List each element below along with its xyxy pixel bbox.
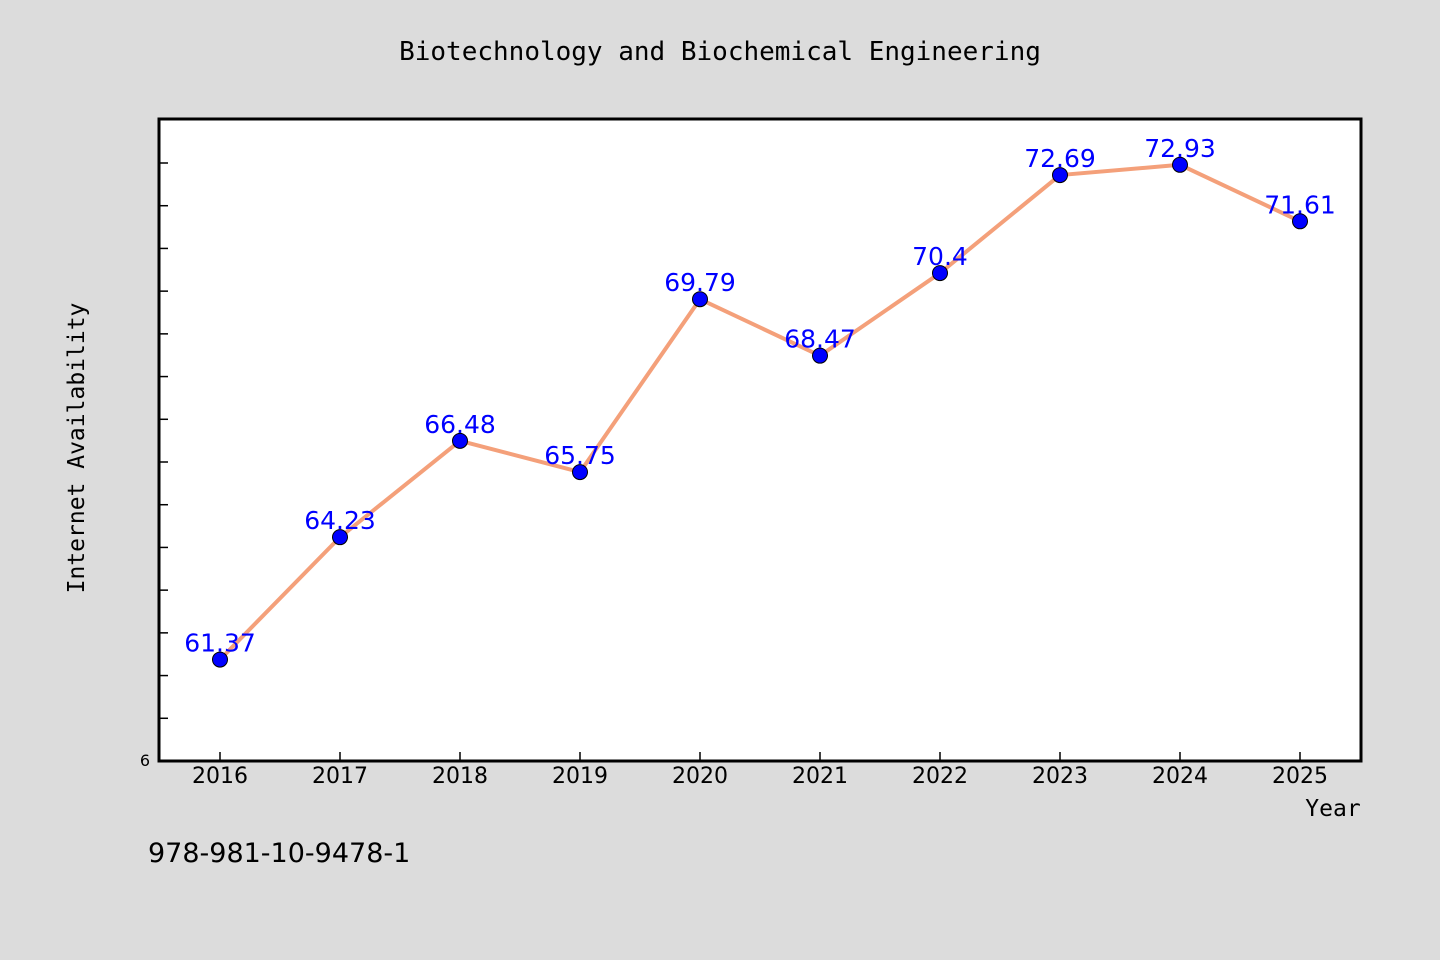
plot-area <box>159 119 1361 761</box>
data-label: 69.79 <box>664 268 736 297</box>
data-point <box>452 432 468 449</box>
data-label: 68.47 <box>784 325 856 354</box>
plot-frame <box>157 117 1363 763</box>
x-tick-label: 2023 <box>1032 764 1088 789</box>
x-tick-label: 2017 <box>312 764 368 789</box>
data-point <box>932 265 948 282</box>
isbn-text: 978-981-10-9478-1 <box>148 838 410 869</box>
data-point <box>692 291 708 308</box>
x-tick-label: 2018 <box>432 764 488 789</box>
x-tick-label: 2016 <box>192 764 248 789</box>
data-label: 61.37 <box>184 629 256 658</box>
data-point <box>1052 167 1068 184</box>
x-tick-label: 2022 <box>912 764 968 789</box>
x-tick-label: 2021 <box>792 764 848 789</box>
data-label: 66.48 <box>424 410 496 439</box>
data-point <box>332 529 348 546</box>
x-axis-label: Year <box>1305 796 1360 822</box>
data-label: 65.75 <box>544 441 616 470</box>
y-axis-label: Internet Availability <box>64 303 90 594</box>
data-point <box>1292 213 1308 230</box>
data-label: 64.23 <box>304 506 376 535</box>
x-tick-label: 2019 <box>552 764 608 789</box>
x-tick-label: 2024 <box>1152 764 1208 789</box>
data-point <box>1172 156 1188 173</box>
data-label: 70.4 <box>912 242 968 271</box>
x-axis-ticks: 2016 2017 2018 2019 2020 2021 2022 2023 2024 2025 <box>192 752 1328 789</box>
data-label: 71.61 <box>1264 190 1336 219</box>
chart-title: Biotechnology and Biochemical Engineerin… <box>399 37 1041 67</box>
data-point <box>572 464 588 481</box>
data-point <box>212 651 228 668</box>
series-layer: 61.37 64.23 66.48 65.75 69.79 68.47 70.4 72.69 7… <box>184 134 1336 668</box>
series-line <box>218 162 1302 662</box>
x-tick-label: 2020 <box>672 764 728 789</box>
data-label: 72.69 <box>1024 144 1096 173</box>
x-tick-label: 2025 <box>1272 764 1328 789</box>
data-point <box>812 347 828 364</box>
data-label: 72.93 <box>1144 134 1216 163</box>
y-axis-min-tick-label: 6 <box>140 751 150 770</box>
